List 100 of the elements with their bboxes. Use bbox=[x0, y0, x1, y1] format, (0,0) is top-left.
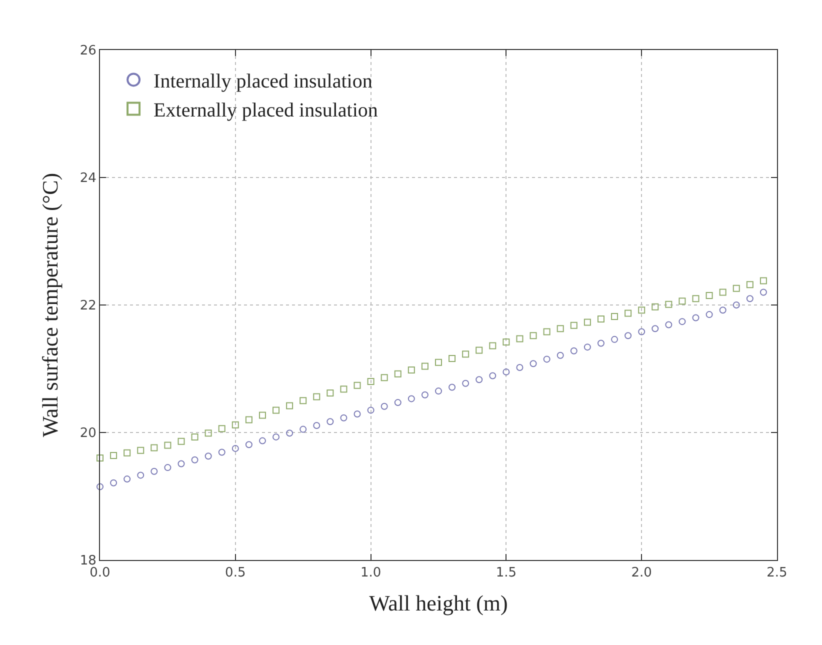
legend-label: Externally placed insulation bbox=[154, 100, 378, 122]
point bbox=[326, 389, 334, 396]
x-tick-label: 1.5 bbox=[496, 566, 517, 581]
point bbox=[556, 352, 564, 359]
point bbox=[313, 393, 320, 400]
point bbox=[340, 386, 348, 393]
point bbox=[448, 355, 456, 362]
point bbox=[178, 438, 185, 445]
y-tick-label: 26 bbox=[80, 44, 96, 59]
x-tick-label: 0.0 bbox=[90, 566, 110, 581]
point bbox=[380, 402, 388, 410]
point bbox=[652, 303, 659, 310]
x-tick-label: 0.5 bbox=[225, 566, 246, 581]
point bbox=[367, 378, 374, 385]
point bbox=[408, 366, 415, 374]
point bbox=[624, 310, 632, 317]
point bbox=[380, 374, 388, 382]
point bbox=[326, 418, 334, 426]
point bbox=[692, 295, 700, 302]
point bbox=[367, 406, 374, 414]
y-tick-label: 20 bbox=[80, 426, 96, 442]
point bbox=[556, 325, 564, 332]
point bbox=[137, 446, 144, 454]
point bbox=[638, 328, 646, 336]
y-axis-title: Wall surface temperature (°C) bbox=[38, 172, 63, 438]
point bbox=[624, 332, 632, 340]
point bbox=[462, 350, 470, 358]
point bbox=[678, 318, 686, 326]
point bbox=[597, 316, 604, 323]
x-tick-label: 1.0 bbox=[360, 566, 382, 581]
point bbox=[611, 336, 618, 343]
point bbox=[476, 346, 483, 354]
point bbox=[354, 410, 361, 418]
point bbox=[638, 306, 646, 314]
point bbox=[706, 292, 713, 299]
point bbox=[502, 338, 510, 346]
point bbox=[408, 395, 415, 402]
point bbox=[543, 356, 550, 363]
point bbox=[245, 416, 252, 424]
point bbox=[435, 388, 442, 395]
point bbox=[110, 479, 118, 486]
point bbox=[191, 433, 198, 440]
point bbox=[746, 295, 754, 302]
x-tick-label: 2.0 bbox=[631, 566, 652, 581]
point bbox=[164, 464, 172, 472]
point bbox=[530, 360, 537, 368]
point bbox=[706, 311, 713, 318]
point bbox=[719, 288, 726, 296]
point bbox=[462, 380, 470, 387]
point bbox=[448, 384, 456, 391]
point bbox=[313, 422, 320, 429]
y-tick-label: 22 bbox=[80, 298, 96, 314]
point bbox=[204, 452, 212, 460]
point bbox=[150, 444, 158, 452]
point bbox=[652, 325, 659, 332]
point bbox=[218, 448, 226, 456]
point bbox=[354, 382, 361, 389]
point bbox=[502, 368, 510, 376]
point bbox=[110, 452, 118, 459]
point bbox=[421, 391, 428, 398]
point bbox=[489, 342, 496, 350]
point bbox=[245, 441, 252, 448]
point bbox=[124, 449, 131, 456]
x-axis-title: Wall height (m) bbox=[369, 590, 508, 616]
point bbox=[543, 328, 550, 336]
point bbox=[272, 433, 280, 440]
point bbox=[584, 344, 591, 351]
point bbox=[570, 347, 578, 354]
point bbox=[516, 335, 524, 342]
point bbox=[732, 284, 740, 292]
point bbox=[286, 402, 294, 410]
point bbox=[516, 364, 524, 371]
point bbox=[678, 298, 686, 305]
point bbox=[597, 340, 604, 347]
point bbox=[124, 476, 131, 483]
point bbox=[286, 430, 294, 437]
point bbox=[746, 281, 754, 288]
point bbox=[584, 318, 591, 326]
legend-label: Internally placed insulation bbox=[154, 70, 372, 92]
point bbox=[204, 430, 212, 437]
point bbox=[435, 358, 442, 366]
point bbox=[150, 468, 158, 475]
point bbox=[137, 472, 144, 479]
point bbox=[300, 397, 307, 404]
point bbox=[719, 306, 726, 314]
point bbox=[258, 412, 266, 419]
point bbox=[218, 425, 226, 432]
point bbox=[394, 370, 402, 378]
point bbox=[232, 421, 239, 428]
point bbox=[692, 314, 700, 322]
point bbox=[232, 444, 239, 452]
point bbox=[611, 312, 618, 320]
point bbox=[489, 372, 496, 380]
y-tick-label: 24 bbox=[80, 171, 96, 186]
point bbox=[476, 376, 483, 384]
point bbox=[530, 332, 537, 340]
point bbox=[178, 460, 185, 468]
point bbox=[340, 414, 348, 422]
point bbox=[760, 288, 767, 296]
point bbox=[760, 277, 767, 284]
